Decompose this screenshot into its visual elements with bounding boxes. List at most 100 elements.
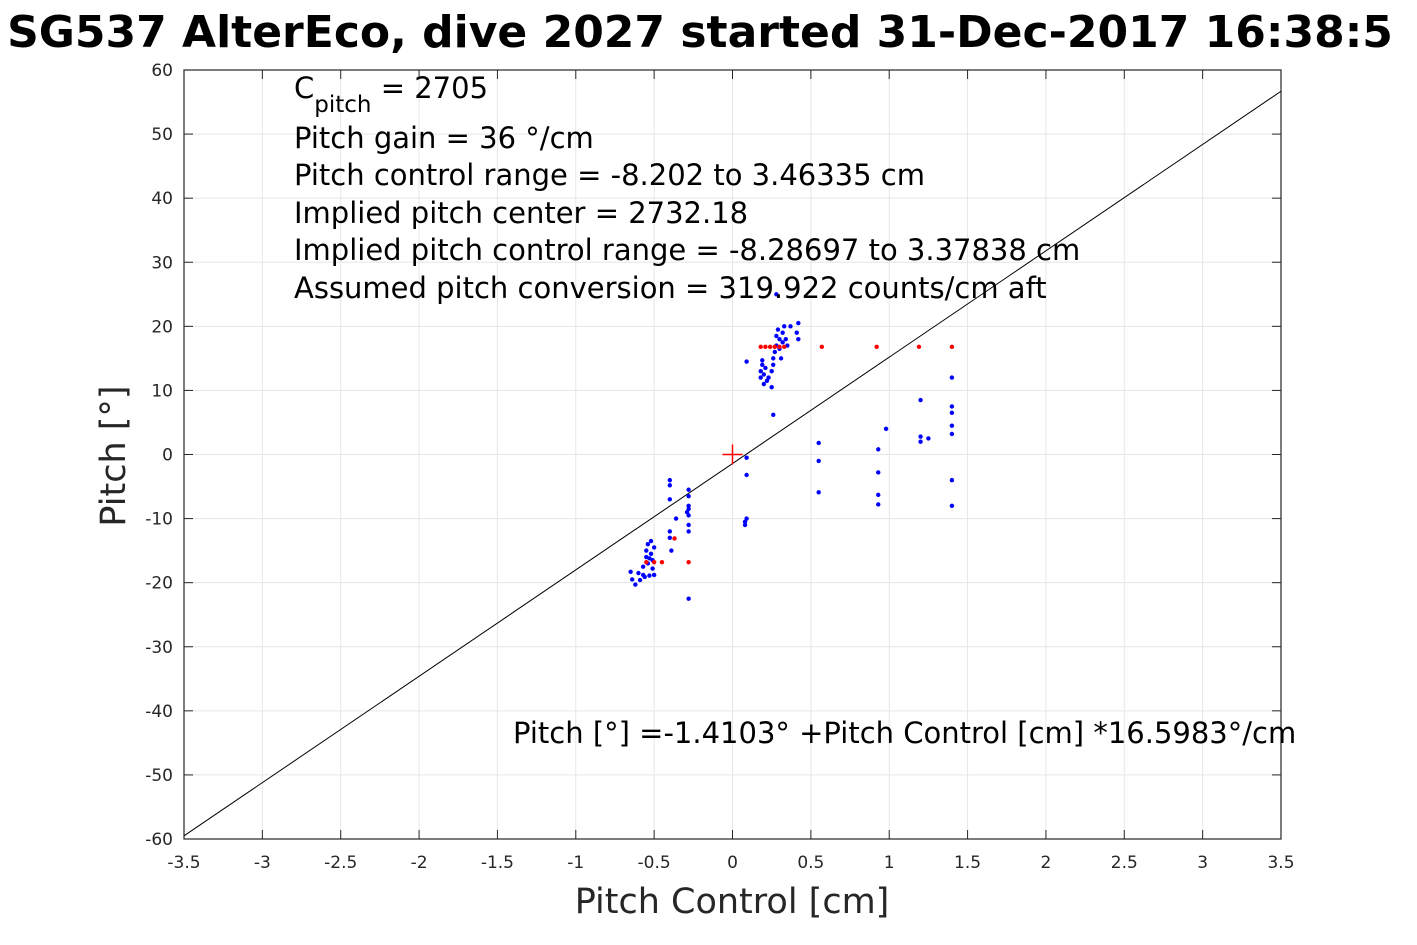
blue-data-point [667, 477, 673, 483]
blue-data-point [782, 324, 787, 329]
blue-data-point [636, 570, 641, 576]
blue-data-point [648, 551, 654, 557]
x-tick-label: 0 [727, 853, 738, 873]
blue-data-point [766, 375, 771, 380]
blue-data-point [760, 358, 765, 363]
red-data-point [758, 344, 763, 350]
x-tick-label: 3.5 [1267, 853, 1294, 873]
blue-data-point [772, 349, 778, 355]
red-data-point [772, 344, 778, 350]
blue-data-point [686, 596, 691, 601]
red-data-point [763, 344, 768, 350]
blue-data-point [640, 564, 646, 569]
blue-data-point [777, 336, 782, 342]
axes-frame [183, 69, 1282, 840]
blue-data-point [673, 516, 679, 521]
annotation-line: Implied pitch control range = -8.28697 t… [294, 233, 1080, 267]
blue-data-point [769, 368, 774, 374]
y-tick-label: 60 [151, 61, 173, 81]
data-points [628, 292, 955, 601]
annotation-line: Cpitch = 2705 [294, 71, 488, 118]
center-marker-group [722, 444, 743, 465]
blue-data-point [760, 362, 765, 367]
red-data-point [874, 344, 879, 350]
blue-data-point [883, 426, 889, 432]
blue-data-point [774, 292, 779, 297]
x-tick-label: -1 [567, 853, 584, 873]
blue-data-point [769, 385, 774, 390]
y-tick-label: 40 [151, 189, 173, 209]
blue-data-point [949, 375, 955, 380]
x-tick-label: -1.5 [481, 853, 514, 873]
blue-data-point [918, 439, 923, 444]
y-tick-label: 0 [162, 446, 173, 466]
blue-data-point [876, 447, 881, 452]
blue-data-point [949, 404, 955, 409]
blue-data-point [667, 483, 673, 488]
blue-data-point [949, 503, 955, 508]
blue-data-point [744, 359, 749, 364]
y-tick-label: 30 [151, 253, 173, 273]
blue-data-point [949, 477, 955, 483]
x-tick-label: 2 [1041, 853, 1052, 873]
blue-data-point [744, 472, 749, 478]
blue-data-point [648, 538, 654, 544]
blue-data-point [775, 327, 781, 332]
fit-equation: Pitch [°] =-1.4103° +Pitch Control [cm] … [513, 716, 1296, 750]
x-tick-label: -2 [411, 853, 428, 873]
y-tick-label: -40 [145, 702, 173, 722]
x-tick-label: -3.5 [167, 853, 200, 873]
blue-data-point [686, 513, 691, 518]
annotation-line: Implied pitch center = 2732.18 [294, 196, 748, 230]
chart-title: SG537 AlterEco, dive 2027 started 31-Dec… [7, 7, 1393, 58]
blue-data-point [651, 545, 657, 550]
x-tick-label: 0.5 [797, 853, 824, 873]
blue-data-point [758, 368, 763, 374]
blue-data-point [667, 535, 673, 541]
red-data-point [777, 344, 782, 350]
y-axis-ticks: -60 -50 -40 -30 -20 -10 0 10 20 30 40 50 60 [145, 61, 173, 850]
blue-data-point [771, 362, 776, 367]
y-tick-label: -50 [145, 766, 173, 786]
y-tick-label: -10 [145, 510, 173, 530]
annotation-line: Assumed pitch conversion = 319.922 count… [294, 271, 1047, 305]
annotation-line: Pitch control range = -8.202 to 3.46335 … [294, 158, 925, 192]
blue-data-point [744, 455, 749, 460]
blue-data-point [650, 566, 655, 571]
red-data-point [659, 559, 665, 565]
y-tick-label: 10 [151, 381, 173, 401]
blue-data-point [816, 440, 821, 446]
blue-data-point [642, 574, 647, 580]
y-axis-label: Pitch [°] [94, 385, 134, 526]
red-data-point [672, 536, 677, 541]
red-data-point [651, 559, 657, 565]
blue-data-point [761, 372, 767, 377]
blue-data-point [788, 324, 793, 329]
blue-data-point [918, 434, 923, 439]
blue-data-point [667, 497, 673, 502]
blue-data-point [758, 375, 763, 380]
blue-data-point [761, 381, 767, 387]
red-data-point [686, 559, 691, 565]
blue-data-point [742, 522, 748, 528]
blue-data-point [926, 436, 931, 441]
blue-data-point [686, 487, 691, 492]
blue-data-point [686, 529, 691, 534]
red-data-point [916, 344, 922, 350]
red-data-point [767, 344, 773, 350]
blue-data-point [876, 492, 881, 498]
blue-data-point [644, 548, 649, 553]
x-tick-label: 3 [1197, 853, 1208, 873]
x-tick-label: -0.5 [638, 853, 671, 873]
blue-data-point [778, 356, 784, 361]
blue-data-point [647, 573, 652, 578]
blue-data-point [783, 336, 788, 342]
blue-data-point [669, 548, 674, 553]
x-axis-ticks: -3.5 -3 -2.5 -2 -1.5 -1 -0.5 0 0.5 1 1.5 2 2.5 3 3.5 [167, 853, 1294, 873]
blue-data-point [780, 340, 785, 345]
x-tick-label: -2.5 [324, 853, 357, 873]
red-data-point [949, 344, 955, 350]
blue-data-point [774, 333, 779, 339]
blue-data-point [633, 582, 638, 587]
